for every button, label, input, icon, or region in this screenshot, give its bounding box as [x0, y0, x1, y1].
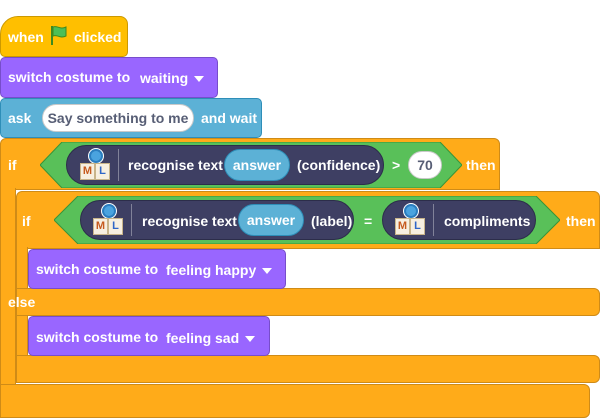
inner-field-label: (label)	[311, 213, 353, 229]
outer-if-foot	[0, 384, 590, 418]
costume-dropdown-sad[interactable]: feeling sad	[166, 330, 256, 346]
switch-costume-label: switch costume to	[36, 329, 159, 345]
green-flag-icon	[51, 26, 67, 45]
inner-if-label: if	[22, 213, 31, 229]
inner-operator: =	[364, 213, 373, 229]
outer-threshold-input[interactable]: 70	[408, 151, 442, 179]
switch-costume-happy-block[interactable]	[28, 249, 286, 289]
chevron-down-icon	[262, 267, 273, 274]
outer-if-label: if	[8, 157, 17, 173]
switch-costume-label: switch costume to	[36, 261, 159, 277]
outer-if-arm	[0, 188, 16, 400]
inner-then-label: then	[566, 213, 596, 229]
inner-if-foot	[16, 355, 600, 383]
inner-reporter-label: recognise text	[142, 213, 237, 229]
switch-costume-sad-block[interactable]	[28, 316, 270, 356]
inner-recognise-text-reporter[interactable]	[80, 200, 354, 240]
switch-costume-label: switch costume to	[8, 69, 131, 85]
hat-clicked-label: clicked	[74, 29, 122, 45]
costume-dropdown-happy[interactable]: feeling happy	[166, 262, 273, 278]
inner-else-bar	[16, 288, 600, 316]
outer-answer-reporter[interactable]: answer	[224, 149, 290, 181]
inner-answer-reporter[interactable]: answer	[238, 204, 304, 236]
hat-when-label: when	[8, 29, 44, 45]
outer-field-label: (confidence)	[297, 157, 381, 173]
ask-suffix-label: and wait	[201, 110, 258, 126]
inner-else-label: else	[8, 294, 36, 310]
outer-then-label: then	[466, 157, 496, 173]
ask-label: ask	[8, 110, 32, 126]
compliments-label: compliments	[444, 213, 531, 229]
outer-operator: >	[392, 157, 401, 173]
chevron-down-icon	[194, 75, 205, 82]
ask-question-input[interactable]: Say something to me	[42, 104, 194, 132]
ml-extension-icon: M L	[92, 203, 124, 237]
costume-dropdown-waiting[interactable]: waiting	[140, 70, 205, 86]
chevron-down-icon	[245, 335, 256, 342]
ml-extension-icon: M L	[394, 203, 426, 237]
outer-reporter-label: recognise text	[128, 157, 223, 173]
switch-costume-waiting-block[interactable]	[0, 57, 218, 98]
ml-extension-icon: M L	[79, 148, 111, 182]
